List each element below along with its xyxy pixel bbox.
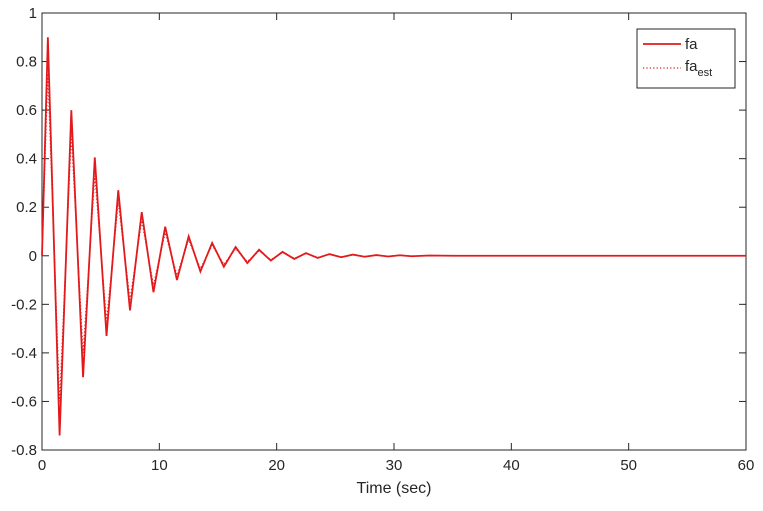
legend-label-fa-est: faest — [685, 58, 712, 79]
tick-labels: 0 10 20 30 40 50 60 -0.8 -0.6 -0.4 -0.2 0 0.2 0.4 0.6 0… — [11, 5, 754, 474]
legend-box — [636, 28, 736, 89]
x-tick-label: 50 — [620, 457, 637, 474]
ticks — [41, 12, 747, 451]
legend-label-fa-est-subscript: est — [698, 67, 713, 79]
series-line-fa — [41, 37, 746, 436]
y-tick-label: 0.4 — [16, 151, 37, 168]
x-axis-label: Time (sec) — [357, 480, 432, 497]
y-tick-label: 0.6 — [16, 102, 37, 119]
y-tick-label: 0.2 — [16, 199, 37, 216]
x-tick-label: 20 — [268, 457, 285, 474]
y-tick-label: -0.4 — [11, 345, 37, 362]
legend: fa faest — [636, 28, 736, 89]
series-line-fa-est — [41, 73, 746, 402]
y-tick-label: -0.8 — [11, 442, 37, 459]
legend-label-fa: fa — [685, 36, 698, 53]
x-tick-label: 60 — [738, 457, 755, 474]
legend-label-fa-est-base: fa — [685, 58, 698, 75]
x-tick-label: 10 — [151, 457, 168, 474]
x-tick-label: 0 — [38, 457, 46, 474]
y-tick-label: 0 — [29, 248, 37, 265]
y-tick-label: -0.6 — [11, 393, 37, 410]
x-tick-label: 40 — [503, 457, 520, 474]
y-tick-label: -0.2 — [11, 296, 37, 313]
x-tick-label: 30 — [386, 457, 403, 474]
y-tick-label: 1 — [29, 5, 37, 22]
y-tick-label: 0.8 — [16, 54, 37, 71]
axes: 0 10 20 30 40 50 60 -0.8 -0.6 -0.4 -0.2 0 0.2 0.4 0.6 0… — [11, 5, 754, 497]
series-layer — [41, 37, 746, 436]
plot-frame — [41, 12, 747, 451]
